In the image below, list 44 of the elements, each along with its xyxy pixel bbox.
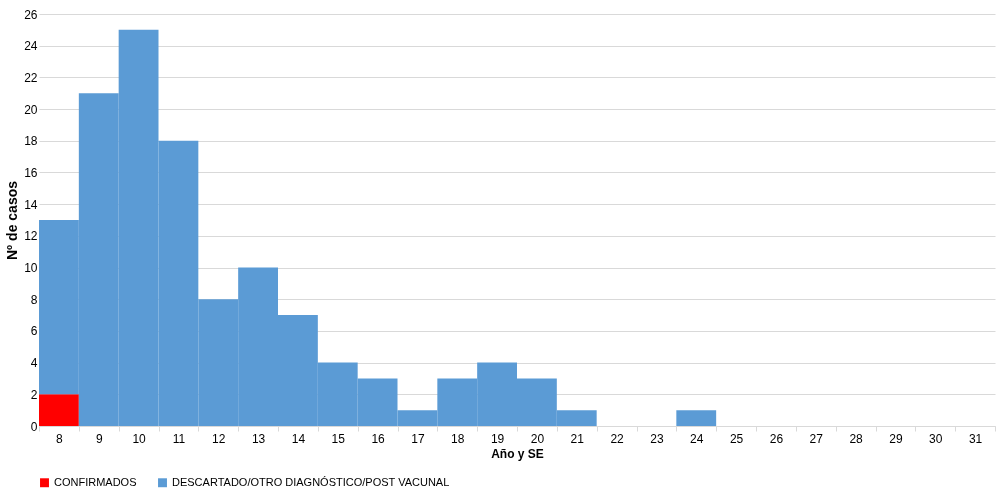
- y-tick-label: 2: [30, 387, 38, 402]
- x-tick-label: 9: [95, 431, 103, 446]
- x-tick-label: 27: [809, 431, 824, 446]
- y-tick-label: 0: [30, 419, 38, 434]
- x-tick-label: 12: [212, 431, 226, 446]
- x-tick-label: 23: [650, 431, 664, 446]
- y-tick-label: 20: [24, 102, 38, 117]
- y-tick-label: 26: [24, 7, 38, 22]
- x-axis-title: Año y SE: [491, 446, 544, 461]
- x-tick-label: 31: [968, 431, 983, 446]
- x-tick-label: 18: [451, 431, 465, 446]
- x-tick-label: 16: [371, 431, 386, 446]
- x-tick-label: 17: [411, 431, 425, 446]
- bar: [676, 410, 717, 426]
- x-tick-label: 10: [132, 431, 147, 446]
- bar: [39, 394, 79, 426]
- y-tick-label: 18: [24, 134, 38, 149]
- x-tick-label: 19: [490, 431, 505, 446]
- x-tick-label: 24: [690, 431, 704, 446]
- x-tick-label: 11: [172, 431, 186, 446]
- y-tick-label: 14: [24, 197, 38, 212]
- y-tick-label: 12: [24, 229, 38, 244]
- legend-label: DESCARTADO/OTRO DIAGNÓSTICO/POST VACUNAL: [172, 475, 450, 488]
- legend-label: CONFIRMADOS: [54, 475, 137, 488]
- x-tick-label: 13: [251, 431, 266, 446]
- x-tick-label: 20: [530, 431, 545, 446]
- y-axis-title: Nº de casos: [4, 180, 21, 261]
- x-tick-label: 29: [889, 431, 903, 446]
- x-tick-label: 26: [769, 431, 784, 446]
- y-tick-label: 4: [30, 356, 38, 371]
- x-tick-label: 22: [610, 431, 625, 446]
- x-tick-label: 15: [331, 431, 346, 446]
- x-tick-label: 8: [56, 431, 64, 446]
- y-tick-label: 6: [30, 324, 38, 339]
- y-tick-label: 16: [24, 165, 38, 180]
- y-tick-label: 8: [30, 292, 38, 307]
- y-tick-label: 22: [24, 70, 38, 85]
- x-tick-label: 28: [849, 431, 864, 446]
- x-tick-label: 14: [291, 431, 306, 446]
- x-tick-label: 30: [929, 431, 943, 446]
- x-tick-label: 25: [729, 431, 744, 446]
- y-tick-label: 10: [24, 261, 38, 276]
- x-tick-label: 21: [570, 431, 585, 446]
- y-tick-label: 24: [24, 39, 38, 54]
